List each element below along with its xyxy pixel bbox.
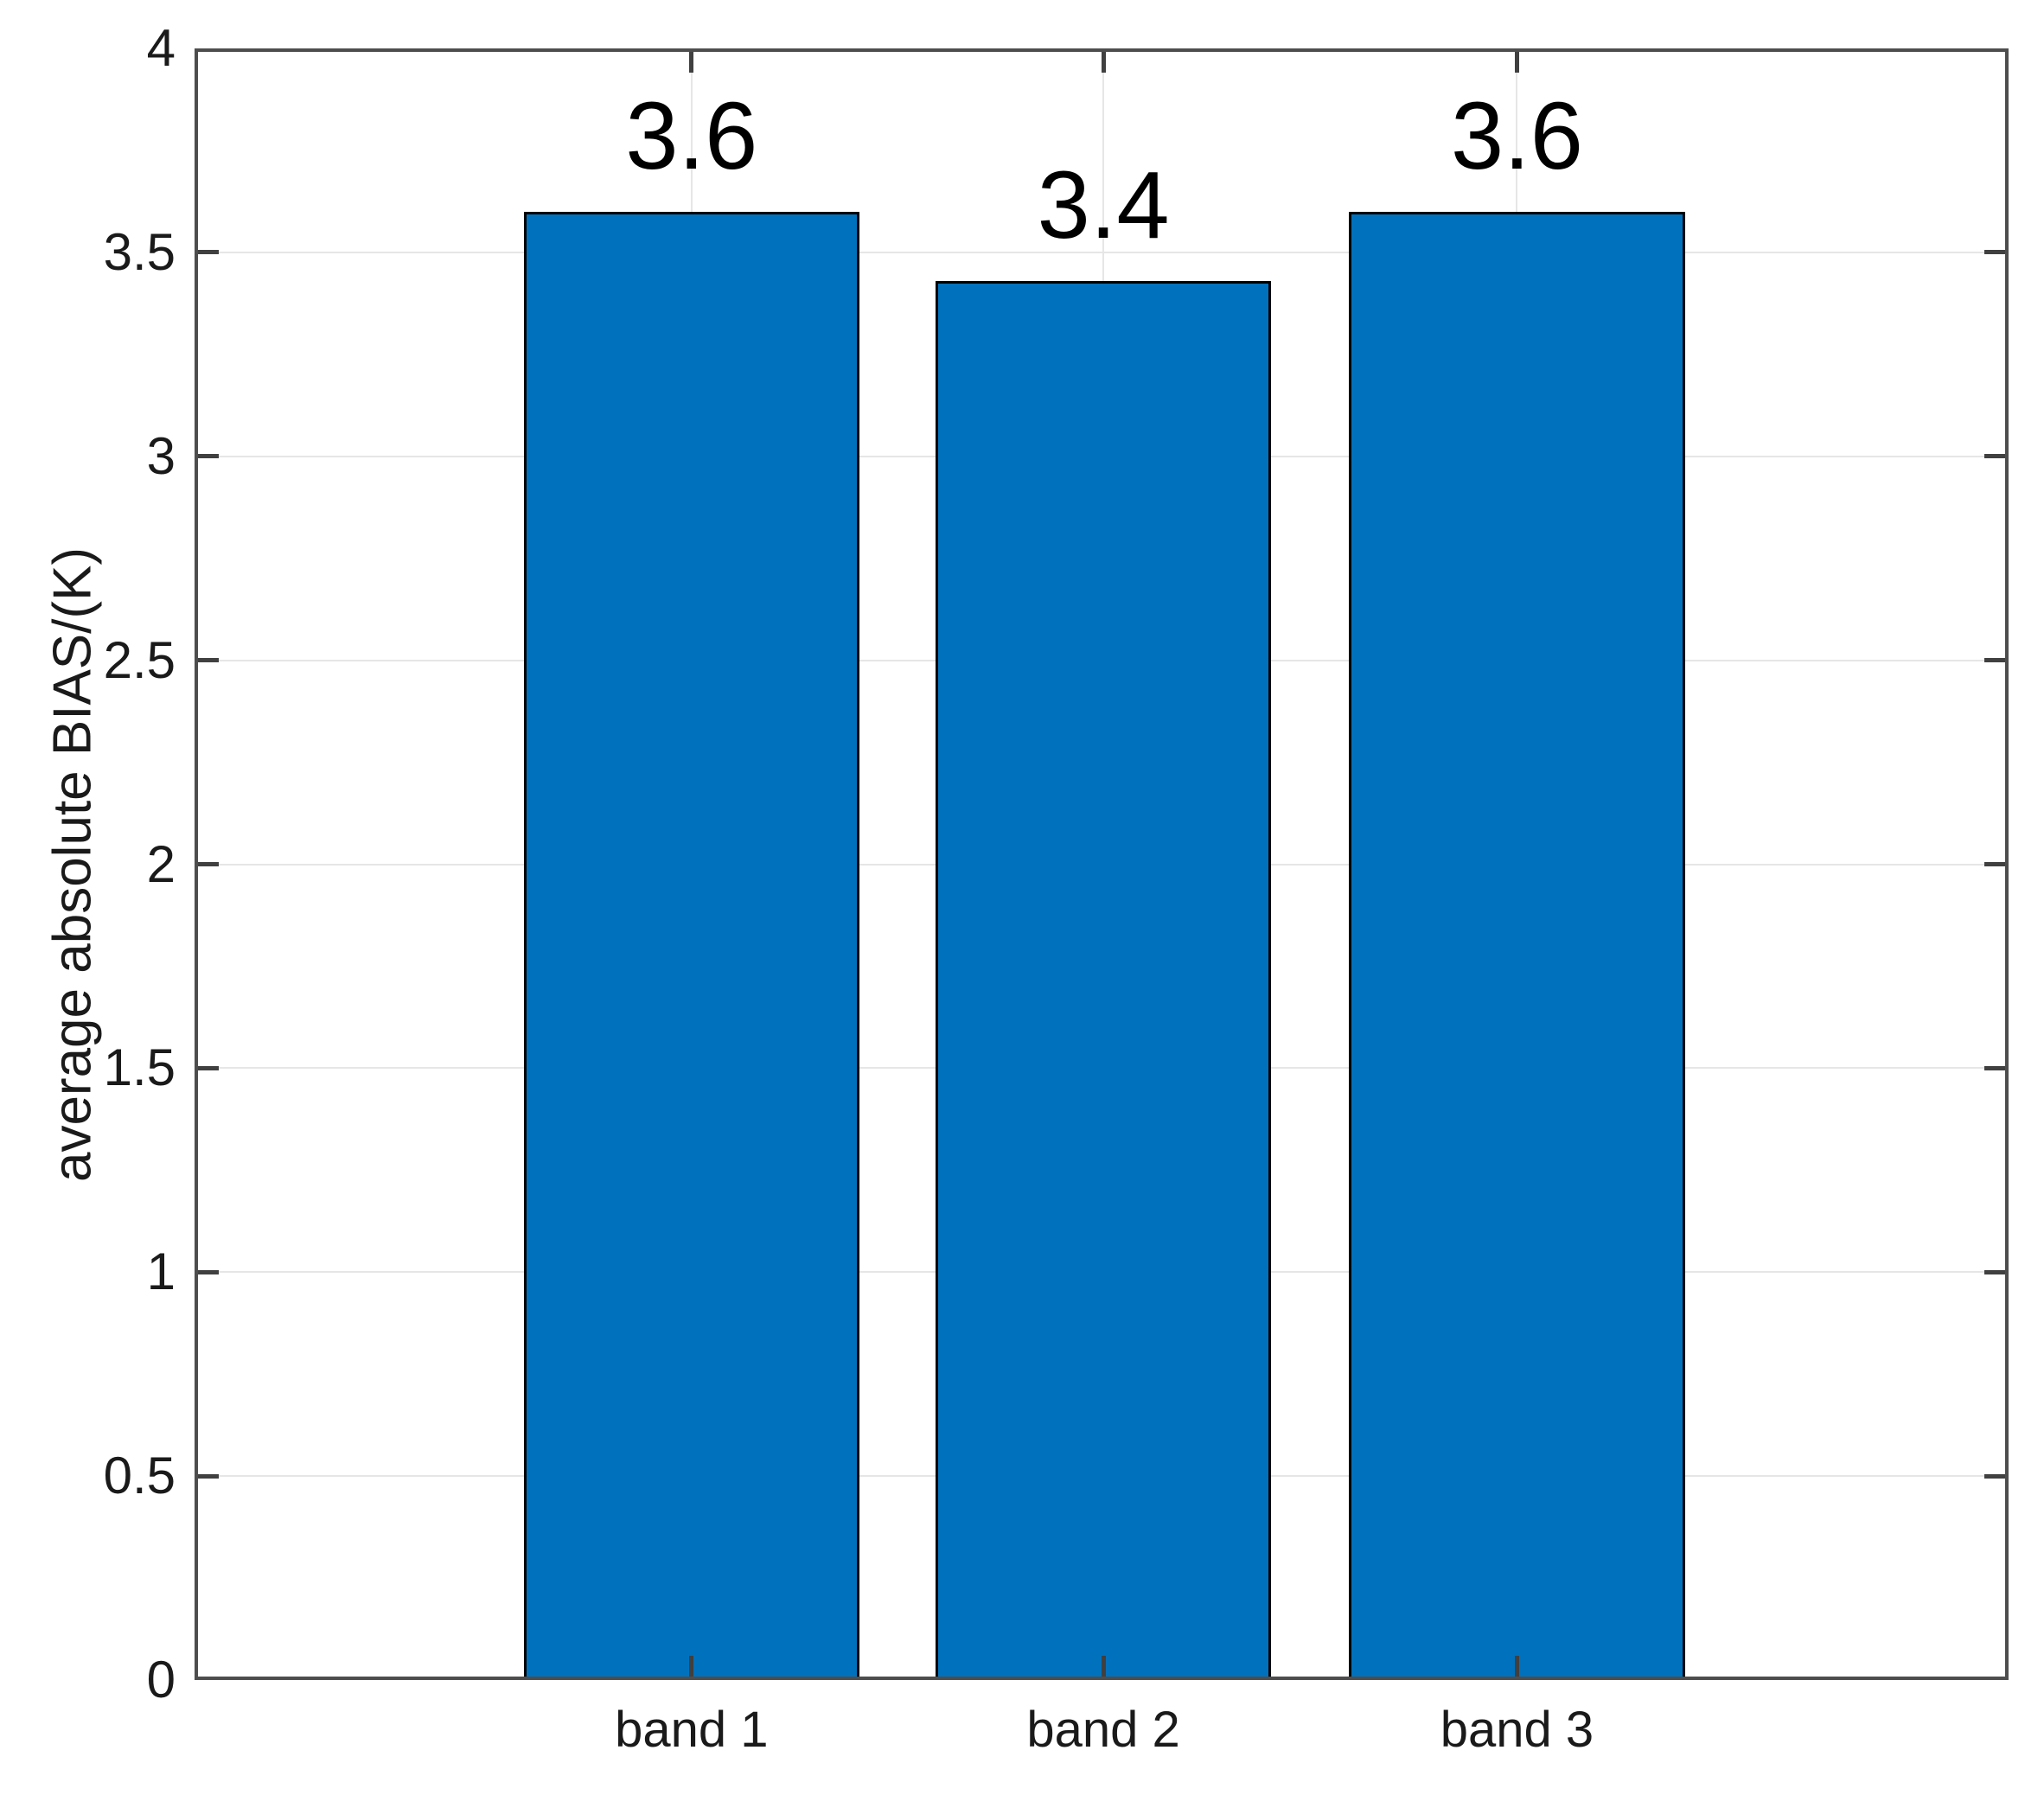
x-tick — [1101, 52, 1106, 73]
x-tick-label: band 3 — [1440, 1702, 1594, 1758]
y-tick-label: 2 — [146, 834, 176, 893]
y-tick-label: 3 — [146, 426, 176, 485]
x-tick — [689, 52, 694, 73]
x-tick — [1514, 52, 1519, 73]
bar-value-label: 3.6 — [625, 82, 758, 189]
y-tick — [1984, 454, 2005, 459]
x-tick — [689, 1656, 694, 1677]
bar-value-label: 3.6 — [1450, 82, 1583, 189]
bar-value-label: 3.4 — [1037, 151, 1170, 259]
x-tick-label: band 2 — [1026, 1702, 1180, 1758]
y-tick-label: 0.5 — [103, 1447, 176, 1505]
x-tick — [1101, 1656, 1106, 1677]
y-tick — [198, 658, 219, 663]
y-tick — [1984, 1269, 2005, 1274]
y-tick — [198, 454, 219, 459]
y-tick — [1984, 1473, 2005, 1479]
y-tick-label: 1 — [146, 1242, 176, 1301]
y-tick — [198, 1065, 219, 1070]
y-tick — [198, 250, 219, 255]
y-tick — [198, 1473, 219, 1479]
y-tick-label: 3.5 — [103, 222, 176, 281]
y-tick-label: 2.5 — [103, 630, 176, 689]
y-tick — [198, 862, 219, 866]
y-tick — [1984, 862, 2005, 866]
y-tick — [1984, 658, 2005, 663]
y-tick — [1984, 250, 2005, 255]
h-gridline — [198, 251, 2005, 253]
bar-band-3 — [1349, 211, 1685, 1680]
bar-band-1 — [523, 211, 859, 1680]
y-tick — [1984, 1065, 2005, 1070]
y-tick-label: 1.5 — [103, 1038, 176, 1097]
bar-band-2 — [936, 280, 1272, 1680]
y-tick — [198, 1269, 219, 1274]
x-tick — [1514, 1656, 1519, 1677]
y-tick-label: 4 — [146, 19, 176, 77]
y-tick-label: 0 — [146, 1651, 176, 1709]
x-tick-label: band 1 — [615, 1702, 769, 1758]
